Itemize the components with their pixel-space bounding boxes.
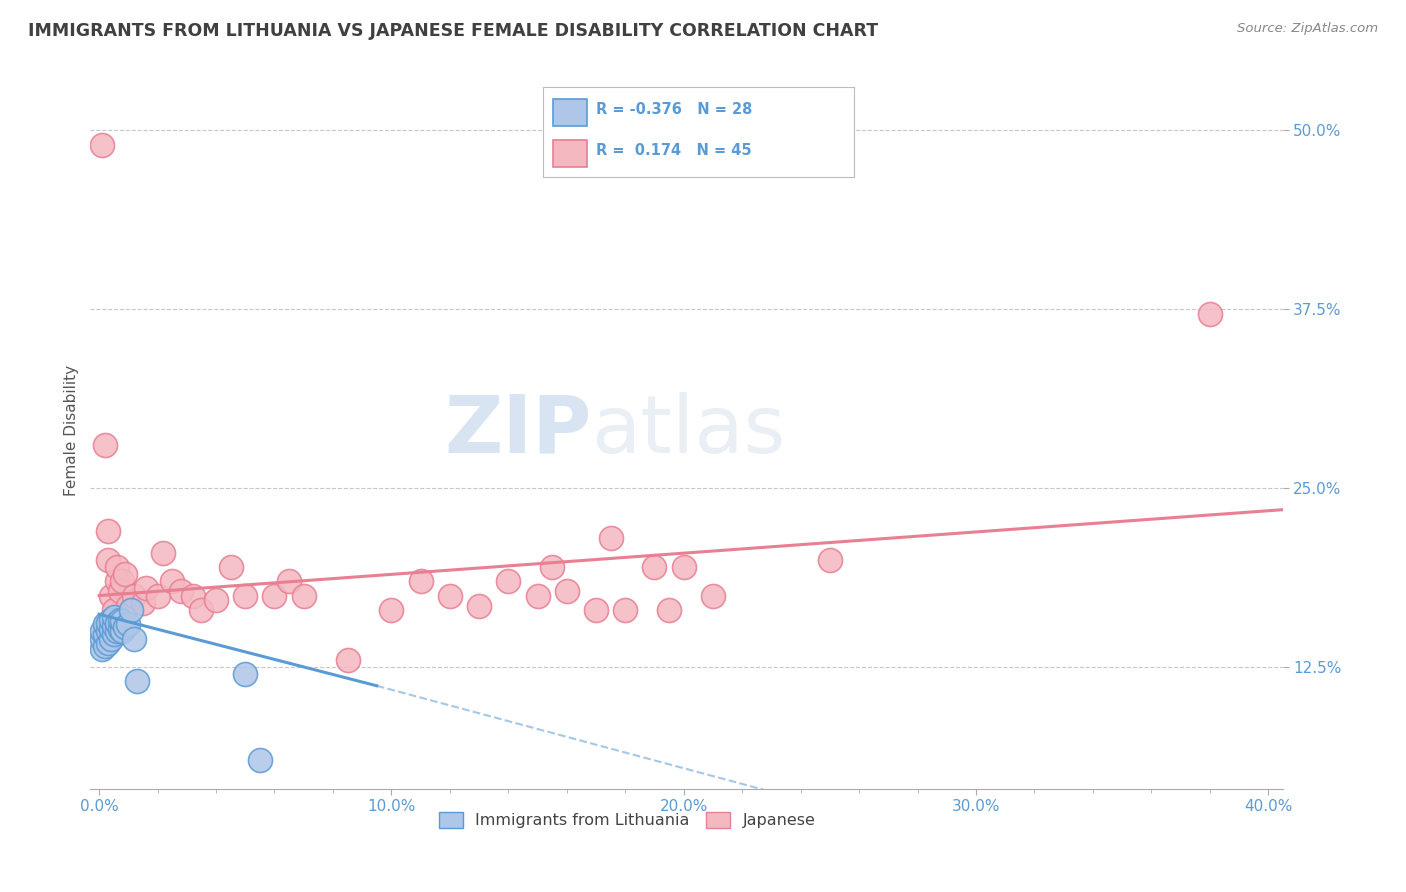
Point bbox=[103, 603, 125, 617]
Point bbox=[599, 531, 621, 545]
Point bbox=[555, 584, 578, 599]
Point bbox=[97, 553, 120, 567]
Point bbox=[97, 615, 120, 630]
Point bbox=[105, 615, 128, 630]
Point bbox=[409, 574, 432, 589]
Point bbox=[132, 596, 155, 610]
Point bbox=[100, 589, 122, 603]
Point bbox=[94, 617, 117, 632]
Point bbox=[103, 610, 125, 624]
Point bbox=[105, 560, 128, 574]
Point bbox=[91, 624, 114, 639]
Point bbox=[105, 574, 128, 589]
Point bbox=[114, 567, 136, 582]
Point bbox=[127, 674, 149, 689]
Point bbox=[380, 603, 402, 617]
Point bbox=[526, 589, 548, 603]
Point bbox=[818, 553, 841, 567]
Point bbox=[97, 524, 120, 538]
Point bbox=[152, 546, 174, 560]
Point bbox=[100, 613, 122, 627]
Point bbox=[122, 589, 145, 603]
Point bbox=[498, 574, 520, 589]
Point bbox=[702, 589, 724, 603]
Point bbox=[108, 584, 131, 599]
Point bbox=[91, 641, 114, 656]
Point bbox=[541, 560, 564, 574]
Point bbox=[105, 624, 128, 639]
Point bbox=[91, 137, 114, 152]
Point bbox=[91, 632, 114, 646]
Point bbox=[278, 574, 301, 589]
Point bbox=[94, 639, 117, 653]
Point bbox=[117, 617, 139, 632]
Point bbox=[181, 589, 204, 603]
Point bbox=[1198, 306, 1220, 320]
Point bbox=[120, 603, 142, 617]
Point bbox=[114, 620, 136, 634]
Text: IMMIGRANTS FROM LITHUANIA VS JAPANESE FEMALE DISABILITY CORRELATION CHART: IMMIGRANTS FROM LITHUANIA VS JAPANESE FE… bbox=[28, 22, 879, 40]
Point bbox=[263, 589, 285, 603]
Y-axis label: Female Disability: Female Disability bbox=[65, 366, 79, 497]
Point bbox=[468, 599, 491, 613]
Point bbox=[672, 560, 695, 574]
Point bbox=[103, 618, 125, 632]
Point bbox=[94, 438, 117, 452]
Point bbox=[111, 574, 134, 589]
Point bbox=[658, 603, 681, 617]
Point bbox=[439, 589, 461, 603]
Point bbox=[233, 589, 256, 603]
Point bbox=[643, 560, 665, 574]
Point bbox=[100, 622, 122, 636]
Point bbox=[292, 589, 315, 603]
Legend: Immigrants from Lithuania, Japanese: Immigrants from Lithuania, Japanese bbox=[432, 805, 821, 835]
Point bbox=[111, 615, 134, 629]
Point bbox=[160, 574, 183, 589]
Point bbox=[108, 622, 131, 636]
Point bbox=[170, 584, 193, 599]
Point bbox=[135, 582, 157, 596]
Point bbox=[614, 603, 637, 617]
Point bbox=[111, 624, 134, 639]
Point bbox=[190, 603, 212, 617]
Point bbox=[219, 560, 242, 574]
Point bbox=[233, 667, 256, 681]
Text: atlas: atlas bbox=[591, 392, 786, 470]
Point bbox=[249, 753, 271, 767]
Text: ZIP: ZIP bbox=[444, 392, 591, 470]
Point bbox=[94, 627, 117, 641]
Point bbox=[336, 653, 359, 667]
Point bbox=[122, 632, 145, 646]
Point bbox=[103, 627, 125, 641]
Point bbox=[205, 593, 228, 607]
Text: Source: ZipAtlas.com: Source: ZipAtlas.com bbox=[1237, 22, 1378, 36]
Point bbox=[146, 589, 169, 603]
Point bbox=[585, 603, 607, 617]
Point bbox=[97, 624, 120, 639]
Point bbox=[97, 636, 120, 650]
Point bbox=[100, 632, 122, 646]
Point bbox=[108, 613, 131, 627]
Point bbox=[117, 599, 139, 613]
